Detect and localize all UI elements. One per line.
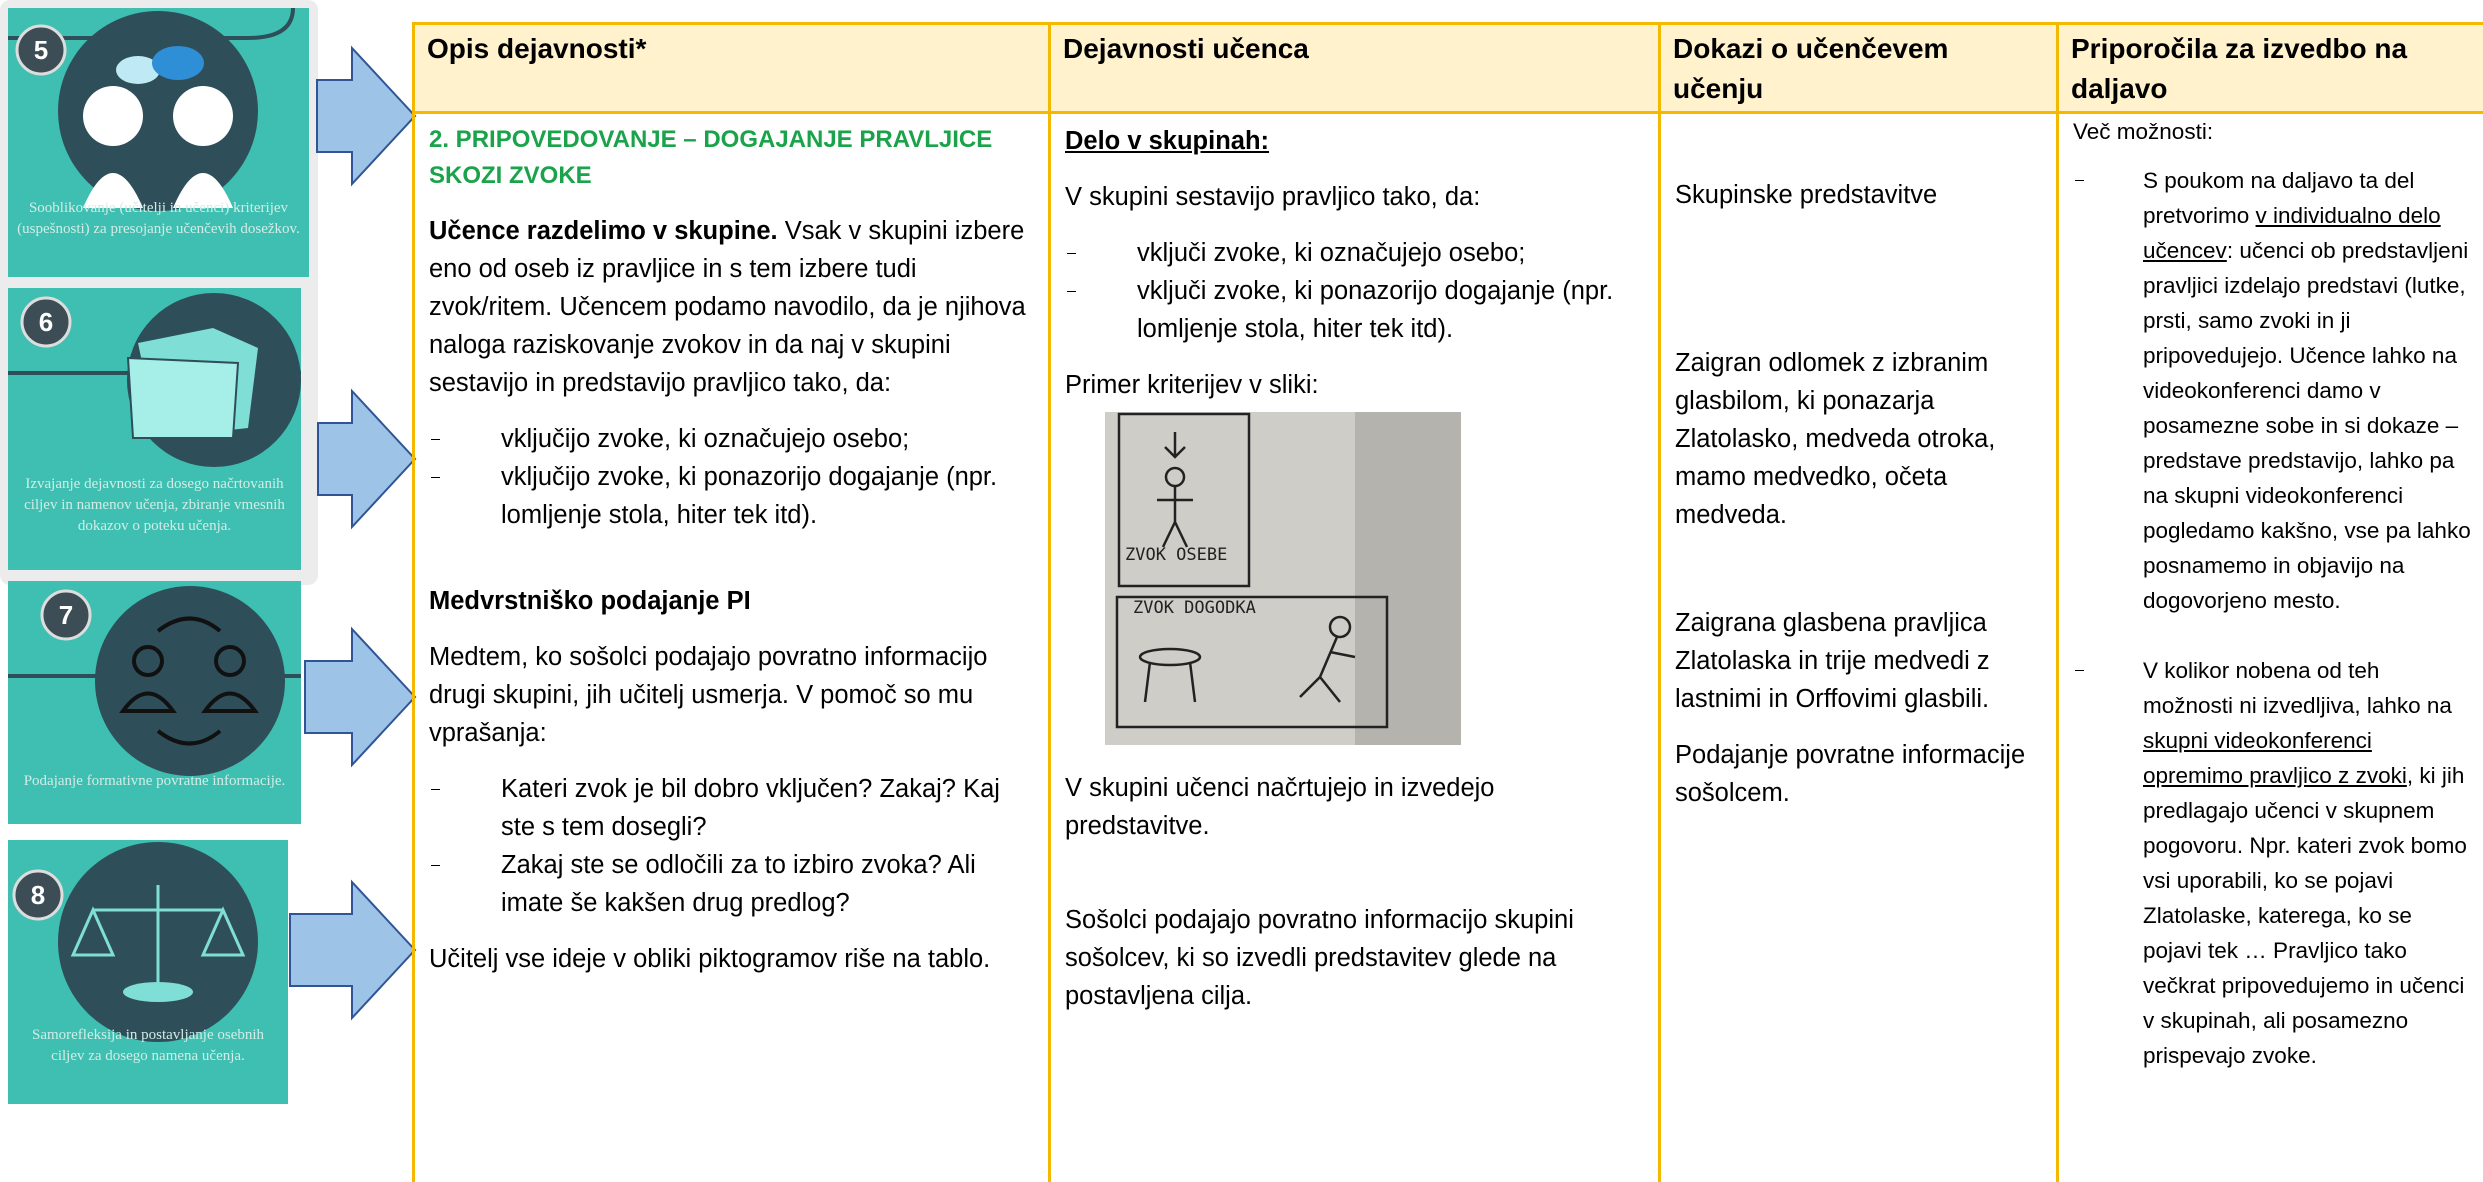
paragraph: Medtem, ko sošolci podajajo povratno inf… xyxy=(429,643,988,747)
paragraph: Sošolci podajajo povratno informacijo sk… xyxy=(1065,906,1574,1010)
list-item: vključi zvoke, ki označujejo osebo; xyxy=(1065,234,1646,272)
text: Vsak v skupini izbere eno od oseb iz pra… xyxy=(429,217,1026,397)
step-card: 7 Podajanje formativne povratne informac… xyxy=(8,581,301,824)
step-caption: Izvajanje dejavnosti za dosego načrtovan… xyxy=(24,476,285,534)
step-caption: Podajanje formativne povratne informacij… xyxy=(23,773,286,789)
paragraph: Učitelj vse ideje v obliki piktogramov r… xyxy=(429,945,991,973)
step-number: 6 xyxy=(38,307,54,337)
card-art xyxy=(12,842,258,1042)
text: : učenci ob predstavljeni pravljici izde… xyxy=(2143,238,2471,613)
activity-title: 2. PRIPOVEDOVANJE – DOGAJANJE PRAVLJICE … xyxy=(429,126,993,189)
text: V kolikor nobena od teh možnosti ni izve… xyxy=(2143,658,2452,718)
step-caption: Samorefleksija in postavljanje osebnih c… xyxy=(31,1027,265,1064)
arrow xyxy=(289,879,417,1021)
step-card: 6 Izvajanje dejavnosti za dosego načrtov… xyxy=(8,288,301,570)
list: vključi zvoke, ki označujejo osebo; vklj… xyxy=(1065,234,1646,348)
photo-sketch xyxy=(1105,412,1461,745)
underlined-text: skupni videokonferenci opremimo pravljic… xyxy=(2143,728,2407,788)
list-item: Kateri zvok je bil dobro vključen? Zakaj… xyxy=(429,770,1036,846)
subheading: Delo v skupinah: xyxy=(1065,127,1270,155)
criteria-photo: ZVOK OSEBE ZVOK DOGODKA xyxy=(1105,412,1461,745)
table-column: Dejavnosti učenca Delo v skupinah: V sku… xyxy=(1048,22,1658,1182)
subheading: Medvrstniško podajanje PI xyxy=(429,587,751,615)
arrows xyxy=(289,45,417,1021)
column-header: Dejavnosti učenca xyxy=(1051,22,1658,114)
paragraph: Učence razdelimo v skupine. Vsak v skupi… xyxy=(429,212,1036,402)
table-column: Priporočila za izvedbo na daljavo Več mo… xyxy=(2056,22,2483,1182)
list-item: vključijo zvoke, ki ponazorijo dogajanje… xyxy=(429,458,1036,534)
photo-label: ZVOK OSEBE xyxy=(1125,545,1228,565)
evidence-item: Skupinske predstavitve xyxy=(1675,181,1938,209)
step-card: 5 Sooblikovanje (učitelji in učenci) kri… xyxy=(8,8,309,277)
step-number: 7 xyxy=(58,600,74,630)
activity-table: Opis dejavnosti* 2. PRIPOVEDOVANJE – DOG… xyxy=(412,22,2483,1182)
column-body: Delo v skupinah: V skupini sestavijo pra… xyxy=(1051,114,1658,1033)
step-number: 5 xyxy=(33,35,49,65)
step-caption: Sooblikovanje (učitelji in učenci) krite… xyxy=(17,200,300,237)
list-item: V kolikor nobena od teh možnosti ni izve… xyxy=(2073,653,2471,1073)
paragraph: V skupini sestavijo pravljico tako, da: xyxy=(1065,183,1481,211)
column-header: Opis dejavnosti* xyxy=(415,22,1048,114)
list-item: Zakaj ste se odločili za to izbiro zvoka… xyxy=(429,846,1036,922)
step-number: 8 xyxy=(30,880,46,910)
card-art xyxy=(8,586,301,776)
paragraph: Primer kriterijev v sliki: xyxy=(1065,371,1319,399)
table-column: Dokazi o učenčevem učenju Skupinske pred… xyxy=(1658,22,2056,1182)
table-column: Opis dejavnosti* 2. PRIPOVEDOVANJE – DOG… xyxy=(412,22,1048,1182)
column-body: 2. PRIPOVEDOVANJE – DOGAJANJE PRAVLJICE … xyxy=(415,114,1048,996)
evidence-item: Zaigran odlomek z izbranim glasbilom, ki… xyxy=(1675,349,1996,529)
column-body: Več možnosti: S poukom na daljavo ta del… xyxy=(2059,114,2483,1091)
arrow xyxy=(304,626,417,768)
paragraph: Več možnosti: xyxy=(2073,119,2214,144)
list-item: vključijo zvoke, ki označujejo osebo; xyxy=(429,420,1036,458)
column-header: Priporočila za izvedbo na daljavo xyxy=(2059,22,2483,114)
evidence-item: Zaigrana glasbena pravljica Zlatolaska i… xyxy=(1675,609,1990,713)
list-item: S poukom na daljavo ta del pretvorimo v … xyxy=(2073,163,2471,618)
list: vključijo zvoke, ki označujejo osebo; vk… xyxy=(429,420,1036,534)
arrow xyxy=(316,45,417,187)
arrow xyxy=(317,388,417,530)
column-body: Skupinske predstavitve Zaigran odlomek z… xyxy=(1661,114,2056,830)
card-art xyxy=(8,293,301,467)
list: S poukom na daljavo ta del pretvorimo v … xyxy=(2073,163,2471,1073)
list: Kateri zvok je bil dobro vključen? Zakaj… xyxy=(429,770,1036,922)
evidence-item: Podajanje povratne informacije sošolcem. xyxy=(1675,741,2026,807)
card-art xyxy=(8,8,295,211)
column-header: Dokazi o učenčevem učenju xyxy=(1661,22,2056,114)
step-card: 8 Samorefleksija in postavljanje osebnih… xyxy=(8,840,288,1104)
text: S poukom na daljavo ta del pretvorimo xyxy=(2143,168,2415,228)
photo-label: ZVOK DOGODKA xyxy=(1133,598,1256,618)
text: , ki jih predlagajo učenci v skupnem pog… xyxy=(2143,763,2467,1068)
list-item: vključi zvoke, ki ponazorijo dogajanje (… xyxy=(1065,272,1646,348)
bold-text: Učence razdelimo v skupine. xyxy=(429,217,778,245)
paragraph: V skupini učenci načrtujejo in izvedejo … xyxy=(1065,774,1495,840)
underlined-text: v individualno delo učencev xyxy=(2143,203,2441,263)
